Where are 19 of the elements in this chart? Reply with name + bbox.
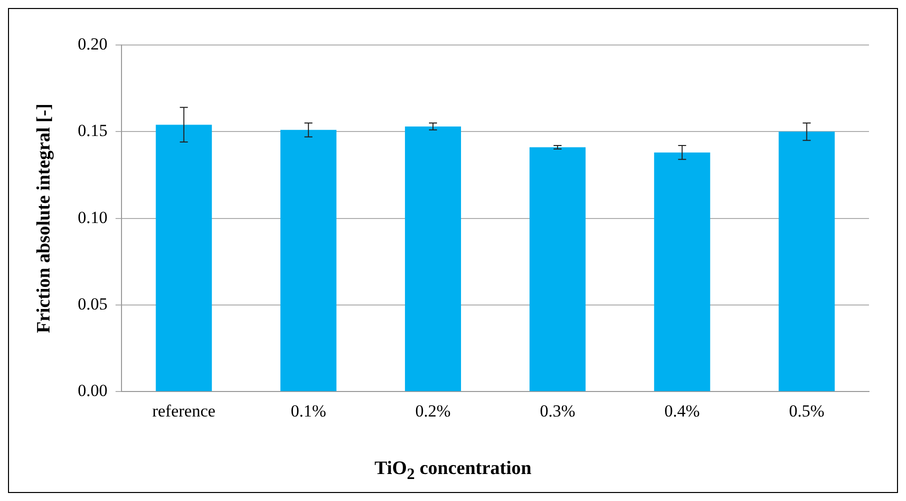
x-tick-label: 0.4%: [664, 401, 700, 420]
bar: [156, 124, 212, 392]
x-tick-label: 0.1%: [290, 401, 326, 420]
y-axis-title: Friction absolute integral [-]: [33, 104, 54, 334]
y-tick-label: 0.10: [78, 208, 108, 227]
bar: [280, 130, 336, 392]
x-axis-title: TiO$_{2}$ concentration: [374, 458, 532, 484]
y-tick-label: 0.00: [78, 381, 108, 400]
y-tick-label: 0.05: [78, 294, 108, 314]
x-tick-label: 0.5%: [789, 401, 824, 420]
bar: [654, 152, 710, 392]
bar: [778, 132, 835, 392]
bar: [530, 147, 586, 392]
y-tick-label: 0.15: [78, 121, 108, 140]
y-tick-label: 0.20: [78, 34, 108, 54]
x-tick-label: 0.3%: [540, 401, 576, 420]
x-tick-label: reference: [152, 401, 216, 420]
bar: [404, 126, 462, 392]
x-tick-label: 0.2%: [415, 401, 451, 420]
